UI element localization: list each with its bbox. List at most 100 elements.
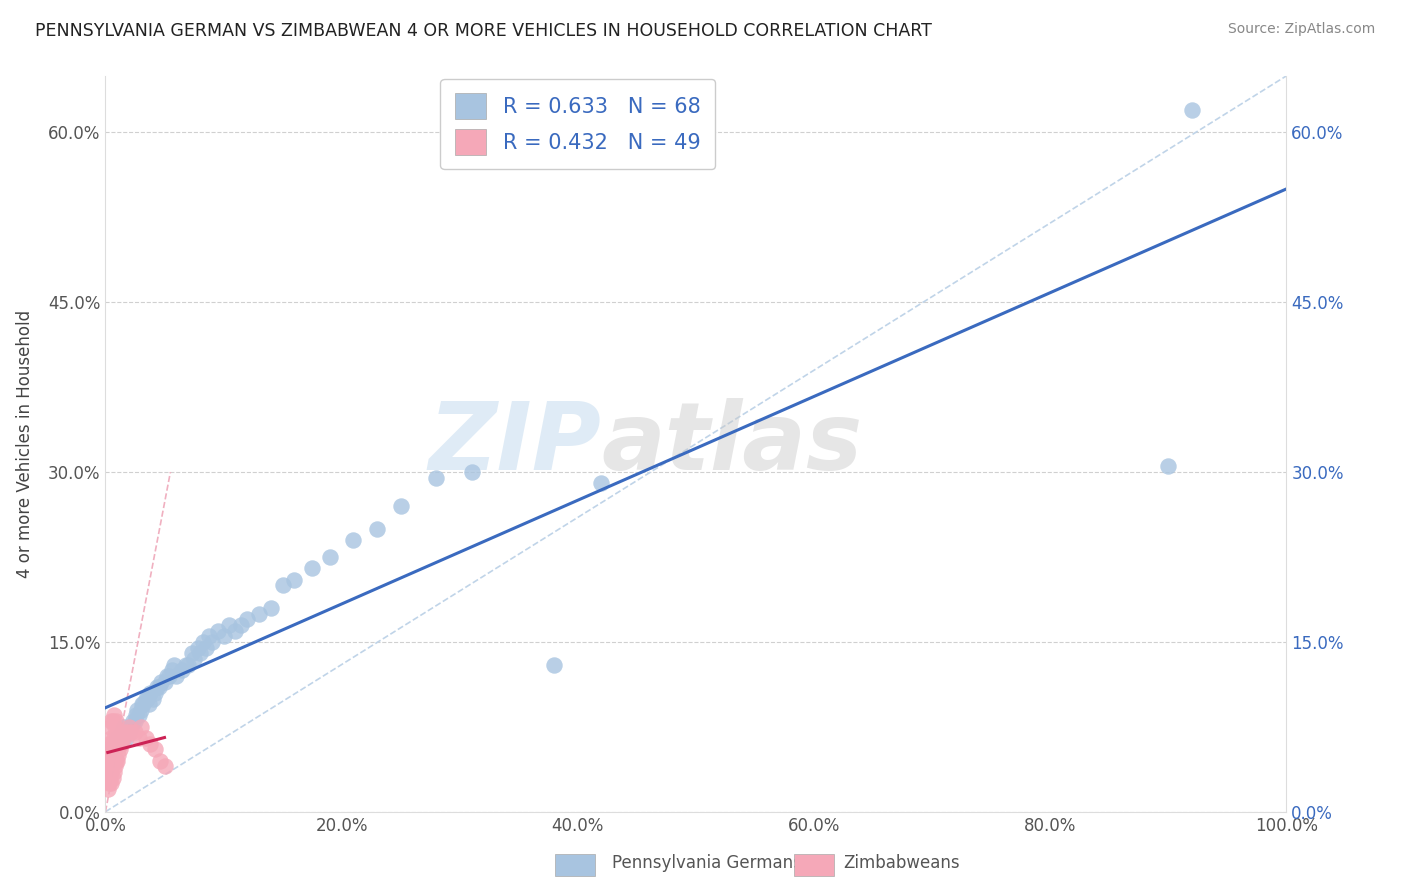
Point [124,725,146,739]
Point [131,697,153,711]
Point [163,657,186,672]
Point [105,754,128,768]
Point [104,742,127,756]
Point [135,691,157,706]
Point [260,601,283,615]
Point [112,731,135,746]
Point [201,635,224,649]
Point [105,754,128,768]
Point [165,669,187,683]
Point [207,624,229,638]
Point [160,663,183,677]
Point [425,471,447,485]
Point [153,674,176,689]
Point [111,725,134,739]
Point [104,737,127,751]
Text: Source: ZipAtlas.com: Source: ZipAtlas.com [1227,22,1375,37]
Point [127,703,149,717]
Point [128,708,150,723]
Point [139,737,162,751]
Point [104,759,127,773]
Point [105,731,128,746]
Point [149,754,172,768]
Point [128,731,150,746]
Point [120,720,142,734]
Y-axis label: 4 or more Vehicles in Household: 4 or more Vehicles in Household [17,310,34,578]
Point [1181,103,1204,117]
Point [120,720,142,734]
Point [153,759,176,773]
Point [174,657,197,672]
Point [342,533,364,547]
Point [187,640,209,655]
Point [115,725,138,739]
Point [319,549,342,564]
Point [112,725,135,739]
Legend: R = 0.633   N = 68, R = 0.432   N = 49: R = 0.633 N = 68, R = 0.432 N = 49 [440,78,716,169]
Point [125,708,148,723]
Point [97,771,120,785]
Point [138,697,160,711]
Point [98,765,121,780]
Point [111,731,134,746]
Point [100,776,122,790]
Point [231,618,253,632]
Point [98,737,121,751]
Point [103,731,125,746]
Point [389,499,412,513]
Text: Zimbabweans: Zimbabweans [844,855,960,872]
Point [143,686,166,700]
Point [247,607,270,621]
Point [118,725,141,739]
Point [100,765,122,780]
Point [188,646,211,660]
Text: ZIP: ZIP [429,398,602,490]
Point [180,646,202,660]
Point [98,754,121,768]
Point [142,691,165,706]
Point [271,578,294,592]
Point [1157,459,1180,474]
Point [157,669,180,683]
Point [591,476,613,491]
Point [105,714,128,728]
Point [103,708,125,723]
Point [104,720,127,734]
Point [135,691,157,706]
Point [193,635,215,649]
Point [114,731,136,746]
Point [218,618,240,632]
Point [121,714,143,728]
Text: Pennsylvania Germans: Pennsylvania Germans [612,855,801,872]
Point [129,720,152,734]
Point [101,754,124,768]
Point [115,725,138,739]
Point [212,629,235,643]
Point [112,731,135,746]
Point [120,725,142,739]
Point [156,669,179,683]
Point [172,663,194,677]
Point [148,680,170,694]
Point [132,697,155,711]
Point [543,657,565,672]
Point [283,573,305,587]
Point [98,720,121,734]
Point [236,612,259,626]
Point [98,771,121,785]
Point [129,703,152,717]
Point [112,720,135,734]
Point [183,652,205,666]
Text: PENNSYLVANIA GERMAN VS ZIMBABWEAN 4 OR MORE VEHICLES IN HOUSEHOLD CORRELATION CH: PENNSYLVANIA GERMAN VS ZIMBABWEAN 4 OR M… [35,22,932,40]
Point [100,731,122,746]
Point [177,657,200,672]
Point [100,742,122,756]
Point [103,748,125,763]
Point [107,725,129,739]
Point [146,680,169,694]
Point [118,720,141,734]
Point [101,737,124,751]
Point [135,731,157,746]
Text: atlas: atlas [602,398,863,490]
Point [100,714,122,728]
